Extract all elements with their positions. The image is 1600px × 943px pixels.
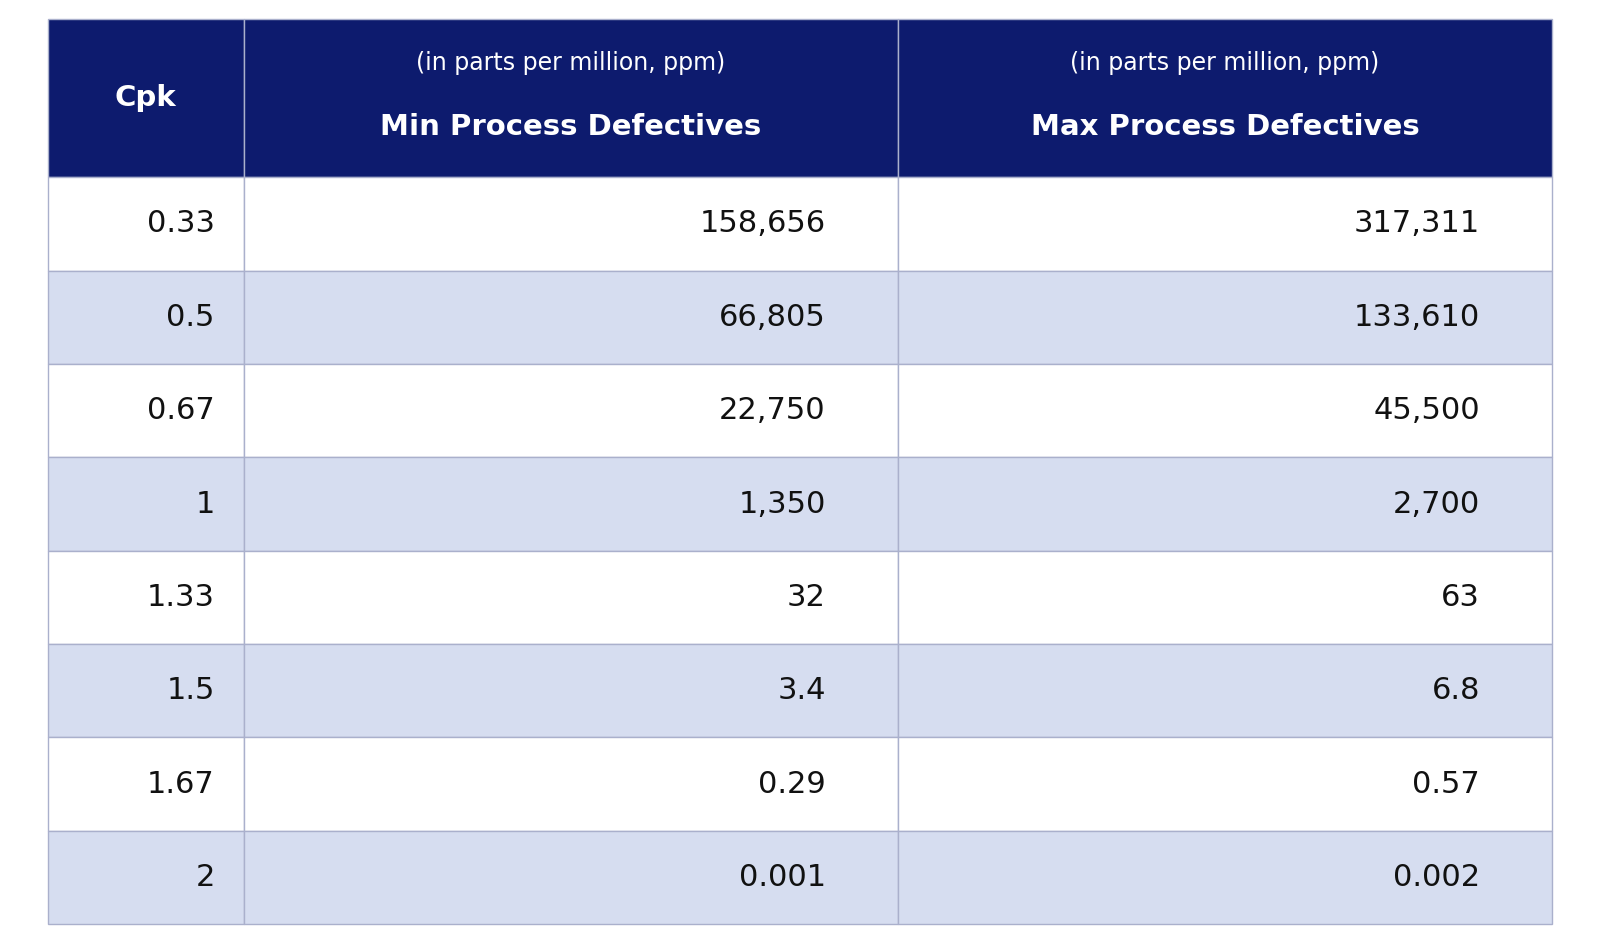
Bar: [48, 551, 243, 644]
Bar: [48, 644, 243, 737]
Bar: [48, 19, 243, 177]
Text: 1.33: 1.33: [147, 583, 214, 612]
Bar: [898, 644, 1552, 737]
Bar: [48, 457, 243, 551]
Bar: [243, 831, 898, 924]
Bar: [243, 271, 898, 364]
Text: 1,350: 1,350: [738, 489, 826, 519]
Bar: [898, 177, 1552, 271]
Text: 45,500: 45,500: [1373, 396, 1480, 425]
Text: 0.67: 0.67: [147, 396, 214, 425]
Bar: [898, 831, 1552, 924]
Bar: [898, 19, 1552, 177]
Bar: [243, 364, 898, 457]
Text: (in parts per million, ppm): (in parts per million, ppm): [1070, 51, 1379, 75]
Text: (in parts per million, ppm): (in parts per million, ppm): [416, 51, 725, 75]
Text: 0.5: 0.5: [166, 303, 214, 332]
Bar: [48, 364, 243, 457]
Bar: [48, 831, 243, 924]
Text: 317,311: 317,311: [1354, 209, 1480, 239]
Text: Max Process Defectives: Max Process Defectives: [1030, 112, 1419, 141]
Text: 1.67: 1.67: [147, 769, 214, 799]
Text: 133,610: 133,610: [1354, 303, 1480, 332]
Bar: [243, 644, 898, 737]
Bar: [898, 737, 1552, 831]
Bar: [48, 271, 243, 364]
Text: 2,700: 2,700: [1392, 489, 1480, 519]
Bar: [898, 364, 1552, 457]
Text: 0.002: 0.002: [1394, 863, 1480, 892]
Bar: [48, 737, 243, 831]
Text: 0.001: 0.001: [739, 863, 826, 892]
Text: 0.57: 0.57: [1413, 769, 1480, 799]
Text: 158,656: 158,656: [699, 209, 826, 239]
Text: 0.29: 0.29: [758, 769, 826, 799]
Text: 3.4: 3.4: [778, 676, 826, 705]
Text: 0.33: 0.33: [147, 209, 214, 239]
Text: 1: 1: [195, 489, 214, 519]
Bar: [243, 737, 898, 831]
Bar: [243, 551, 898, 644]
Bar: [243, 177, 898, 271]
Text: Cpk: Cpk: [115, 84, 176, 112]
Text: 66,805: 66,805: [718, 303, 826, 332]
Text: Min Process Defectives: Min Process Defectives: [381, 112, 762, 141]
Bar: [898, 271, 1552, 364]
Text: 1.5: 1.5: [166, 676, 214, 705]
Text: 22,750: 22,750: [718, 396, 826, 425]
Text: 2: 2: [195, 863, 214, 892]
Bar: [898, 551, 1552, 644]
Bar: [243, 19, 898, 177]
Bar: [898, 457, 1552, 551]
Bar: [243, 457, 898, 551]
Text: 63: 63: [1442, 583, 1480, 612]
Text: 32: 32: [787, 583, 826, 612]
Bar: [48, 177, 243, 271]
Text: 6.8: 6.8: [1432, 676, 1480, 705]
